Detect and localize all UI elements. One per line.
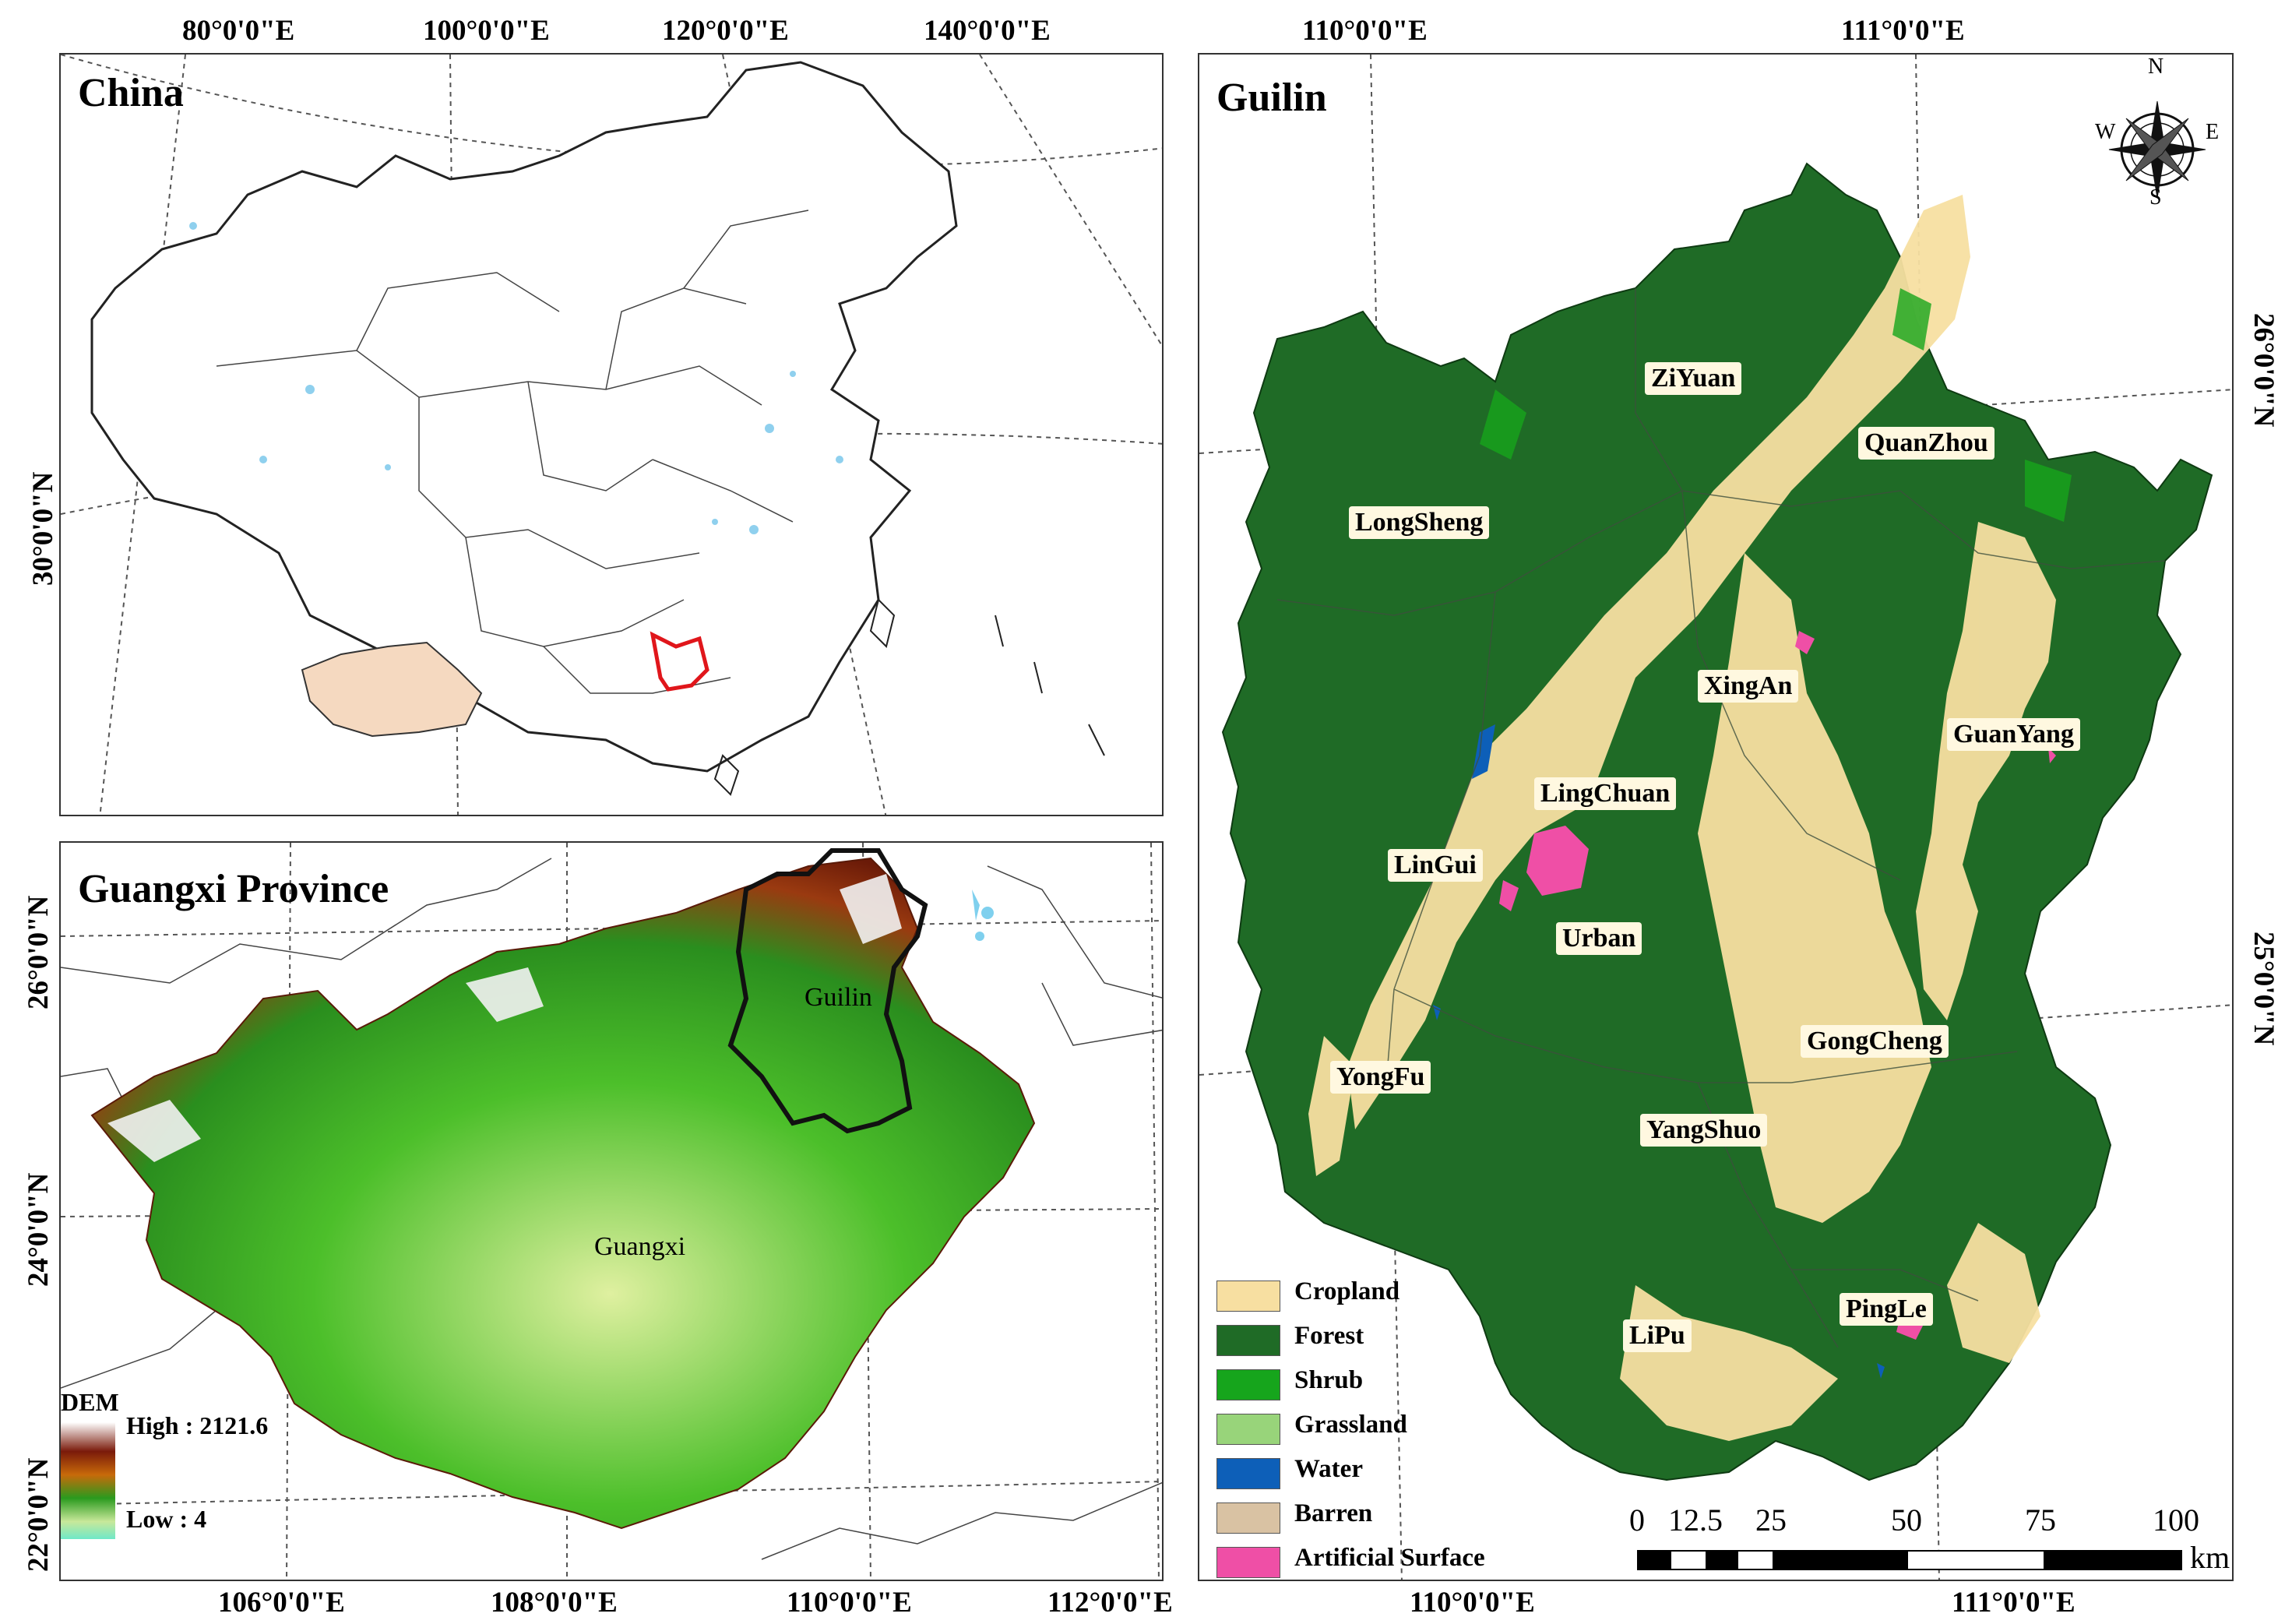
guangxi-lat-label-22: 22°0'0"N [23, 1457, 55, 1572]
china-panel-title: China [78, 71, 184, 115]
scale-tick-50: 50 [1891, 1502, 1922, 1538]
bottom-lon-label-108: 108°0'0"E [491, 1587, 618, 1619]
dem-legend-low: Low : 4 [126, 1505, 207, 1533]
bottom-lon-label-106: 106°0'0"E [218, 1587, 345, 1619]
legend-label-water: Water [1294, 1455, 1363, 1483]
guilin-map-label: Guilin [804, 983, 872, 1012]
scale-bar [1637, 1550, 2182, 1570]
guangxi-map-panel: Guangxi Province Guilin Guangxi DEM High… [59, 841, 1164, 1581]
scale-tick-0: 0 [1629, 1502, 1645, 1538]
compass-n: N [2148, 55, 2164, 79]
scale-unit: km [2190, 1540, 2230, 1575]
legend-label-cropland: Cropland [1294, 1277, 1400, 1305]
compass-w: W [2095, 120, 2116, 144]
legend-swatch-water [1216, 1458, 1280, 1489]
guangxi-lat-label-26: 26°0'0"N [23, 895, 55, 1009]
guilin-panel-title: Guilin [1216, 76, 1327, 120]
county-label-quanzhou: QuanZhou [1858, 427, 1994, 460]
legend-swatch-shrub [1216, 1369, 1280, 1400]
top-lon-label-80: 80°0'0"E [182, 15, 295, 47]
compass-e: E [2206, 120, 2220, 144]
county-label-guanyang: GuanYang [1947, 718, 2080, 751]
county-label-yangshuo: YangShuo [1640, 1114, 1768, 1147]
legend-label-forest: Forest [1294, 1322, 1364, 1350]
county-label-lingchuan: LingChuan [1534, 777, 1677, 810]
dem-legend-high: High : 2121.6 [126, 1411, 269, 1439]
legend-label-shrub: Shrub [1294, 1366, 1364, 1394]
dem-legend-title: DEM [61, 1388, 119, 1416]
scale-tick-25: 25 [1755, 1502, 1787, 1538]
guangxi-highlight [301, 641, 483, 738]
dem-color-ramp [61, 1422, 115, 1539]
county-label-yongfu: YongFu [1330, 1061, 1431, 1094]
guilin-black-outline [727, 848, 928, 1134]
bottom-lon-label-111-guilin: 111°0'0"E [1952, 1587, 2075, 1619]
guilin-landcover-map [1199, 55, 2232, 1580]
county-label-lipu: LiPu [1623, 1319, 1692, 1352]
county-label-pingle: PingLe [1840, 1293, 1933, 1326]
legend-swatch-forest [1216, 1325, 1280, 1356]
legend-swatch-barren [1216, 1502, 1280, 1534]
county-label-ziyuan: ZiYuan [1645, 362, 1742, 395]
legend-swatch-artificial-surface [1216, 1547, 1280, 1578]
legend-swatch-cropland [1216, 1281, 1280, 1312]
guilin-red-outline [650, 631, 709, 692]
top-lon-label-110-guilin: 110°0'0"E [1302, 15, 1428, 47]
scale-tick-12-5: 12.5 [1668, 1502, 1723, 1538]
legend-label-barren: Barren [1294, 1499, 1373, 1527]
guangxi-map-label: Guangxi [594, 1232, 686, 1261]
compass-rose [2108, 100, 2206, 199]
county-label-gongcheng: GongCheng [1801, 1025, 1949, 1058]
guilin-lat-label-25: 25°0'0"N [2248, 932, 2280, 1046]
top-lon-label-100: 100°0'0"E [423, 15, 550, 47]
bottom-lon-label-112: 112°0'0"E [1047, 1587, 1173, 1619]
dem-legend: DEM High : 2121.6 Low : 4 [61, 1388, 268, 1559]
china-outline [90, 61, 958, 773]
guilin-lat-label-26: 26°0'0"N [2248, 313, 2280, 428]
top-lon-label-120: 120°0'0"E [662, 15, 789, 47]
county-label-longsheng: LongSheng [1349, 506, 1490, 539]
top-lon-label-111-guilin: 111°0'0"E [1841, 15, 1965, 47]
top-lon-label-140: 140°0'0"E [924, 15, 1051, 47]
guilin-map-panel: Guilin N S W E ZiYuan QuanZhou LongSheng… [1198, 53, 2234, 1581]
guangxi-dem-map [61, 843, 1162, 1580]
scale-tick-75: 75 [2025, 1502, 2056, 1538]
legend-swatch-grassland [1216, 1414, 1280, 1445]
county-label-urban: Urban [1556, 922, 1642, 955]
guangxi-panel-title: Guangxi Province [78, 867, 389, 911]
scale-tick-100: 100 [2153, 1502, 2199, 1538]
china-lat-label-30: 30°0'0"N [27, 471, 59, 586]
compass-s: S [2149, 185, 2162, 210]
guangxi-lat-label-24: 24°0'0"N [23, 1172, 55, 1287]
legend-label-artificial-surface: Artificial Surface [1294, 1544, 1485, 1572]
legend-label-grassland: Grassland [1294, 1411, 1407, 1439]
china-map [61, 55, 1162, 815]
bottom-lon-label-110: 110°0'0"E [787, 1587, 912, 1619]
bottom-lon-label-110-guilin: 110°0'0"E [1410, 1587, 1535, 1619]
county-label-lingui: LinGui [1388, 849, 1483, 882]
china-map-panel: China [59, 53, 1164, 816]
guangxi-dem-shape [90, 857, 1036, 1530]
county-label-xingan: XingAn [1698, 670, 1799, 703]
